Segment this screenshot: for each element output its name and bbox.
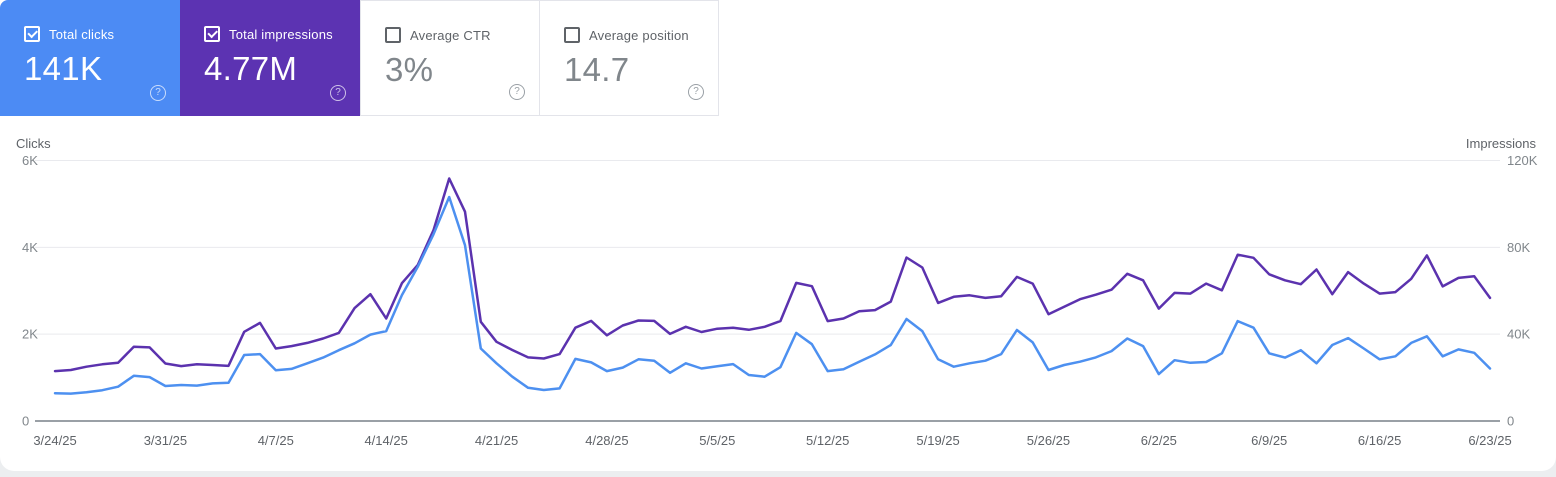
- card-header: Total clicks: [24, 26, 180, 42]
- metric-cards: Total clicks 141K ? Total impressions 4.…: [0, 0, 719, 116]
- checkbox-checked-icon[interactable]: [204, 26, 220, 42]
- x-axis-tick: 5/12/25: [806, 433, 849, 448]
- x-axis-tick: 4/14/25: [364, 433, 407, 448]
- checkbox-checked-icon[interactable]: [24, 26, 40, 42]
- metric-value: 4.77M: [204, 50, 298, 87]
- right-axis-tick: 40K: [1507, 327, 1530, 342]
- metric-label: Total clicks: [49, 26, 115, 42]
- metric-value: 14.7: [564, 51, 630, 88]
- metric-label: Average CTR: [410, 27, 491, 43]
- right-axis-tick: 80K: [1507, 240, 1530, 255]
- card-header: Average CTR: [385, 27, 539, 43]
- right-axis-tick: 120K: [1507, 153, 1538, 168]
- x-axis-tick: 4/7/25: [258, 433, 294, 448]
- left-axis-tick: 6K: [22, 153, 38, 168]
- x-axis-tick: 4/21/25: [475, 433, 518, 448]
- left-axis-tick: 2K: [22, 327, 38, 342]
- x-axis-tick: 6/23/25: [1468, 433, 1511, 448]
- x-axis-tick: 6/9/25: [1251, 433, 1287, 448]
- x-axis-tick: 5/5/25: [699, 433, 735, 448]
- card-header: Total impressions: [204, 26, 360, 42]
- help-icon[interactable]: ?: [509, 84, 525, 100]
- help-icon[interactable]: ?: [688, 84, 704, 100]
- metric-label: Total impressions: [229, 26, 333, 42]
- x-axis-tick: 6/16/25: [1358, 433, 1401, 448]
- left-axis-tick: 4K: [22, 240, 38, 255]
- left-axis-title: Clicks: [16, 136, 51, 151]
- right-axis-tick: 0: [1507, 414, 1514, 429]
- metric-card-total-clicks[interactable]: Total clicks 141K ?: [0, 0, 180, 116]
- metric-card-average-position[interactable]: Average position 14.7 ?: [539, 0, 719, 116]
- x-axis-tick: 3/31/25: [144, 433, 187, 448]
- metric-card-total-impressions[interactable]: Total impressions 4.77M ?: [180, 0, 360, 116]
- x-axis-tick: 4/28/25: [585, 433, 628, 448]
- x-axis-tick: 3/24/25: [33, 433, 76, 448]
- metric-card-average-ctr[interactable]: Average CTR 3% ?: [360, 0, 540, 116]
- clicks-line[interactable]: [53, 195, 1492, 395]
- right-axis-title: Impressions: [1466, 136, 1537, 151]
- impressions-line[interactable]: [53, 177, 1492, 373]
- card-header: Average position: [564, 27, 718, 43]
- x-axis-tick: 5/26/25: [1027, 433, 1070, 448]
- left-axis-tick: 0: [22, 414, 29, 429]
- metric-value: 3%: [385, 51, 434, 88]
- metric-value: 141K: [24, 50, 103, 87]
- metric-label: Average position: [589, 27, 689, 43]
- help-icon[interactable]: ?: [150, 85, 166, 101]
- checkbox-unchecked-icon[interactable]: [564, 27, 580, 43]
- x-axis-tick: 5/19/25: [916, 433, 959, 448]
- checkbox-unchecked-icon[interactable]: [385, 27, 401, 43]
- help-icon[interactable]: ?: [330, 85, 346, 101]
- x-axis-tick: 6/2/25: [1141, 433, 1177, 448]
